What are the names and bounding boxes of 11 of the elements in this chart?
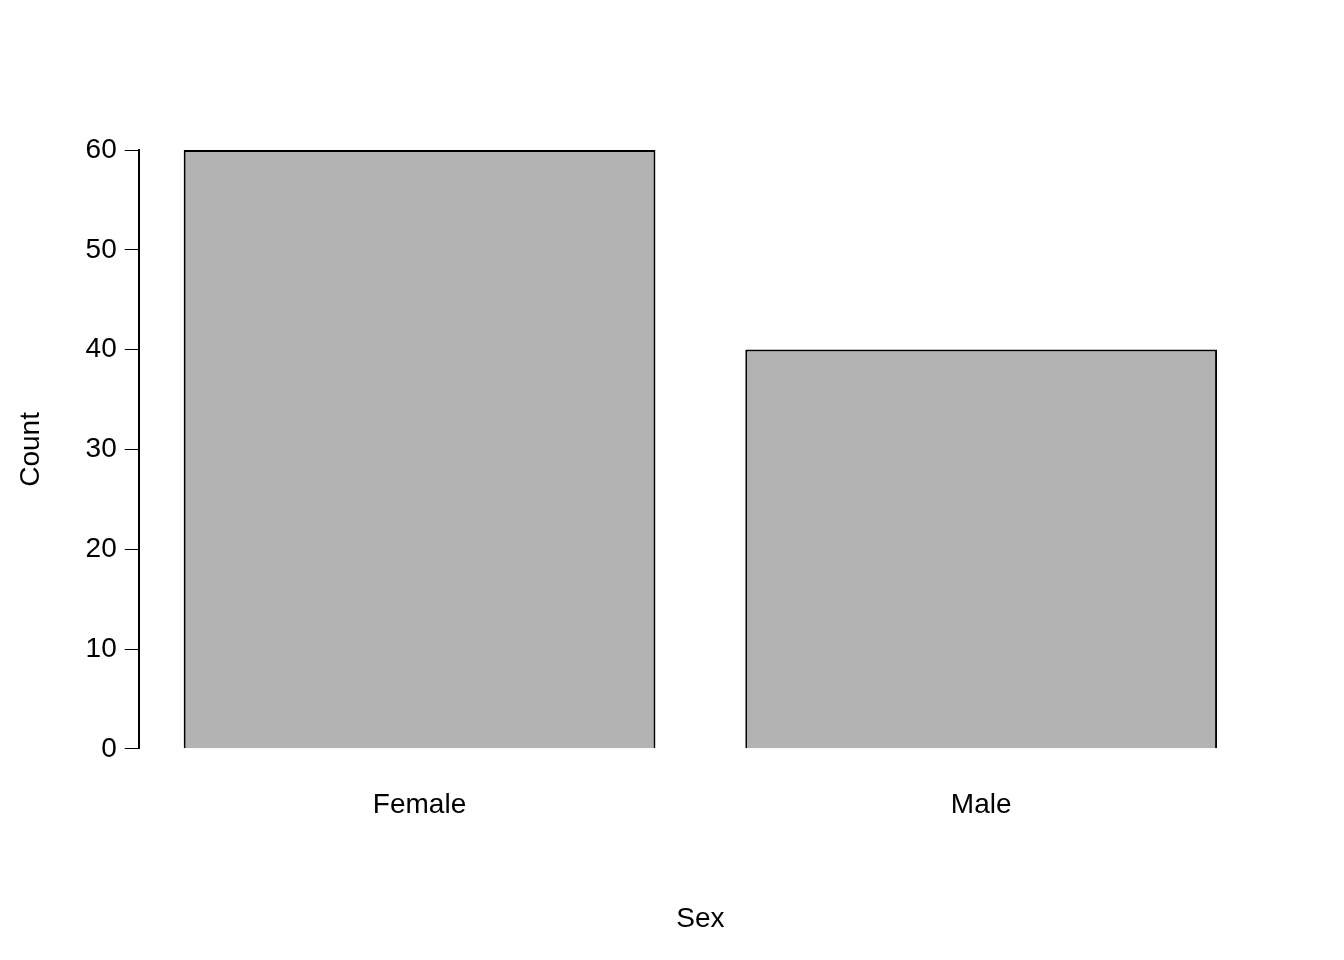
- x-tick-label: Male: [950, 788, 1012, 820]
- y-tick-label: 30: [85, 432, 117, 464]
- x-axis-title: Sex: [676, 901, 725, 933]
- y-tick-label: 10: [85, 631, 117, 663]
- y-tick-label: 0: [101, 731, 117, 763]
- y-axis-title: Count: [13, 411, 45, 487]
- x-tick-label: Female: [372, 788, 467, 820]
- y-tick-label: 60: [85, 132, 117, 164]
- y-tick-label: 20: [85, 531, 117, 563]
- y-tick-label: 50: [85, 232, 117, 264]
- y-tick-label: 40: [85, 332, 117, 364]
